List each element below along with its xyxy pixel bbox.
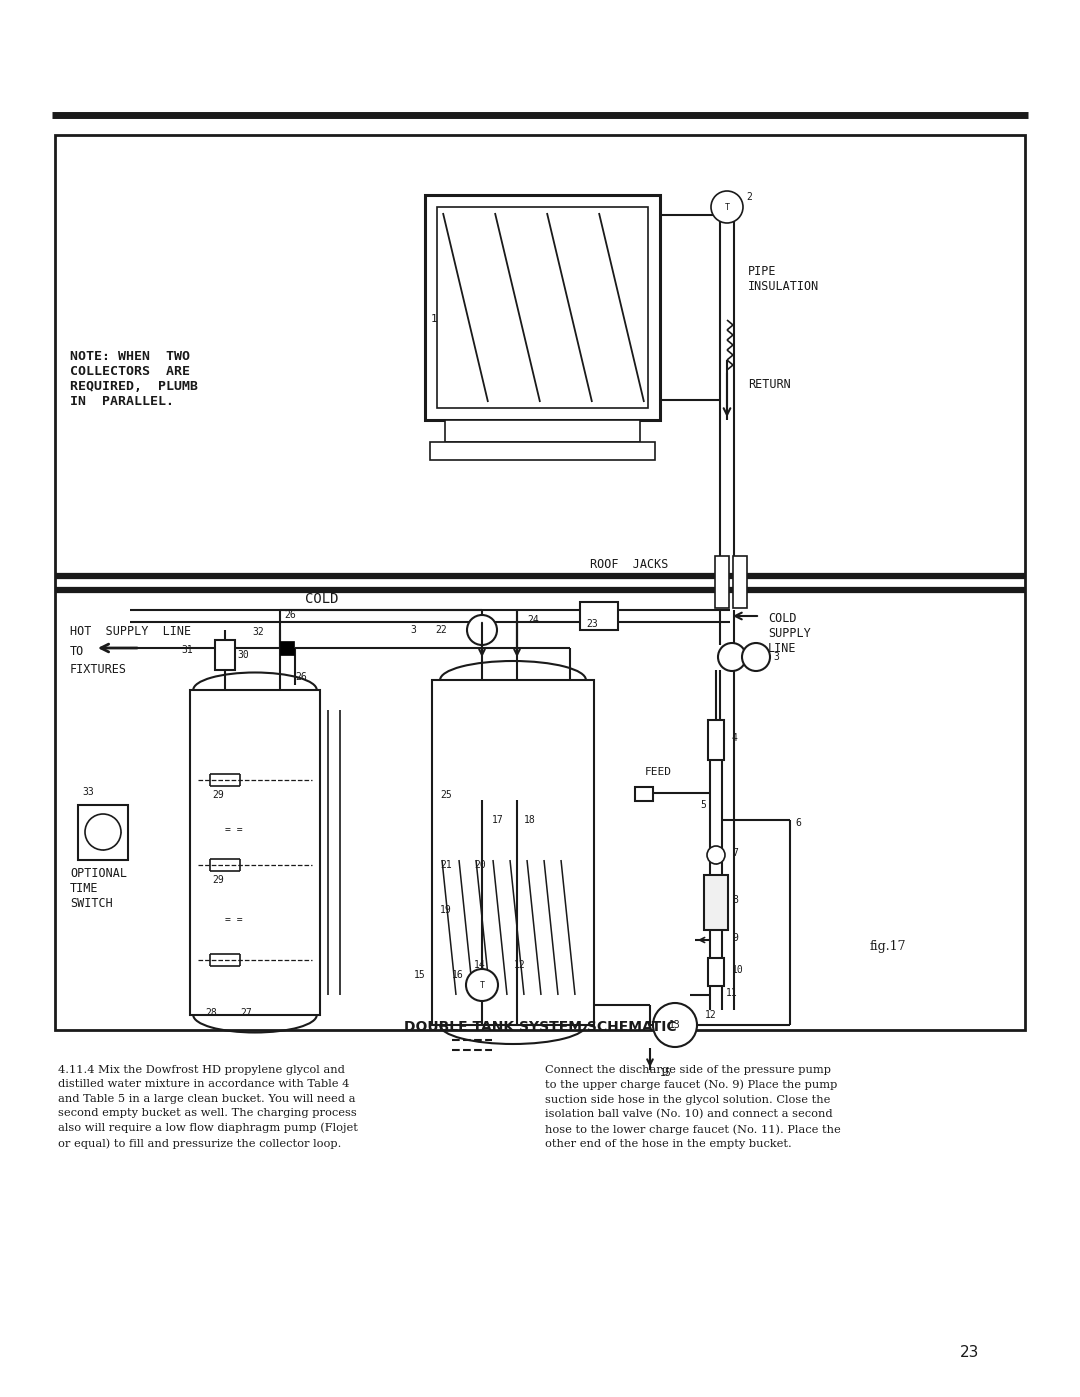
Text: 33: 33 [82, 787, 94, 798]
Text: T: T [480, 981, 485, 989]
Text: COLD: COLD [305, 592, 338, 606]
Bar [715, 556, 729, 608]
Text: 2: 2 [746, 191, 752, 203]
Text: 3: 3 [410, 624, 416, 636]
Text: 29: 29 [212, 875, 224, 886]
Text: 25: 25 [440, 789, 451, 800]
Text: RETURN: RETURN [748, 379, 791, 391]
Text: OPTIONAL
TIME
SWITCH: OPTIONAL TIME SWITCH [70, 868, 127, 909]
Text: 24: 24 [527, 615, 539, 624]
Text: 12: 12 [514, 960, 526, 970]
Text: 10: 10 [732, 965, 744, 975]
Text: FEED: FEED [645, 767, 672, 777]
Text: fig.17: fig.17 [870, 940, 906, 953]
Text: 20: 20 [474, 861, 486, 870]
Text: 4: 4 [732, 733, 738, 743]
Text: 27: 27 [240, 1009, 252, 1018]
Text: Connect the discharge side of the pressure pump
to the upper charge faucet (No. : Connect the discharge side of the pressu… [545, 1065, 840, 1150]
Bar [78, 805, 129, 861]
Text: = =: = = [225, 826, 243, 835]
Bar [445, 420, 640, 441]
Text: 16: 16 [453, 970, 464, 981]
Text: 22: 22 [435, 624, 447, 636]
Bar [432, 680, 594, 1025]
Text: 7: 7 [732, 848, 738, 858]
Text: 8: 8 [732, 895, 738, 905]
Text: 15: 15 [414, 970, 426, 981]
Text: 28: 28 [205, 1009, 217, 1018]
Text: ROOF  JACKS: ROOF JACKS [590, 557, 669, 571]
Text: 6: 6 [795, 819, 801, 828]
Bar [704, 875, 728, 930]
Bar [708, 958, 724, 986]
Bar [215, 640, 235, 671]
Text: 14: 14 [474, 960, 486, 970]
Text: 32: 32 [253, 627, 264, 637]
Bar [635, 787, 653, 800]
Text: 23: 23 [586, 619, 598, 629]
Text: 4.11.4 Mix the Dowfrost HD propylene glycol and
distilled water mixture in accor: 4.11.4 Mix the Dowfrost HD propylene gly… [58, 1065, 357, 1148]
Bar [55, 136, 1025, 1030]
Bar [280, 641, 294, 655]
Text: 31: 31 [181, 645, 193, 655]
Bar [733, 556, 747, 608]
Text: 26: 26 [284, 610, 296, 620]
Circle shape [465, 970, 498, 1002]
Text: TO: TO [70, 645, 84, 658]
Text: DOUBLE TANK SYSTEM SCHEMATIC: DOUBLE TANK SYSTEM SCHEMATIC [404, 1020, 676, 1034]
Text: 19: 19 [440, 905, 451, 915]
Bar [708, 719, 724, 760]
Text: 29: 29 [212, 789, 224, 800]
Bar [190, 690, 320, 1016]
Text: HOT  SUPPLY  LINE: HOT SUPPLY LINE [70, 624, 191, 638]
Text: FIXTURES: FIXTURES [70, 664, 127, 676]
Circle shape [707, 847, 725, 863]
Text: 18: 18 [524, 814, 536, 826]
Text: 9: 9 [732, 933, 738, 943]
Text: 3: 3 [773, 652, 779, 662]
Bar [430, 441, 654, 460]
Text: T: T [725, 203, 729, 211]
Text: NOTE: WHEN  TWO
COLLECTORS  ARE
REQUIRED,  PLUMB
IN  PARALLEL.: NOTE: WHEN TWO COLLECTORS ARE REQUIRED, … [70, 351, 198, 408]
Circle shape [711, 191, 743, 224]
Text: 13: 13 [670, 1020, 680, 1030]
Text: 5: 5 [700, 800, 706, 810]
Circle shape [742, 643, 770, 671]
Text: COLD
SUPPLY
LINE: COLD SUPPLY LINE [768, 612, 811, 655]
Text: = =: = = [225, 915, 243, 925]
Text: 15: 15 [660, 1067, 672, 1078]
Circle shape [467, 615, 497, 645]
Text: 1: 1 [431, 314, 437, 324]
Text: 12: 12 [705, 1010, 717, 1020]
Text: 26: 26 [295, 672, 307, 682]
Text: 23: 23 [960, 1345, 980, 1361]
Text: 17: 17 [492, 814, 503, 826]
Bar [580, 602, 618, 630]
Bar [426, 196, 660, 420]
Text: PIPE
INSULATION: PIPE INSULATION [748, 265, 820, 293]
Circle shape [653, 1003, 697, 1046]
Bar [437, 207, 648, 408]
Text: 11: 11 [726, 988, 738, 997]
Text: 21: 21 [440, 861, 451, 870]
Circle shape [85, 814, 121, 849]
Circle shape [718, 643, 746, 671]
Text: 30: 30 [237, 650, 248, 659]
